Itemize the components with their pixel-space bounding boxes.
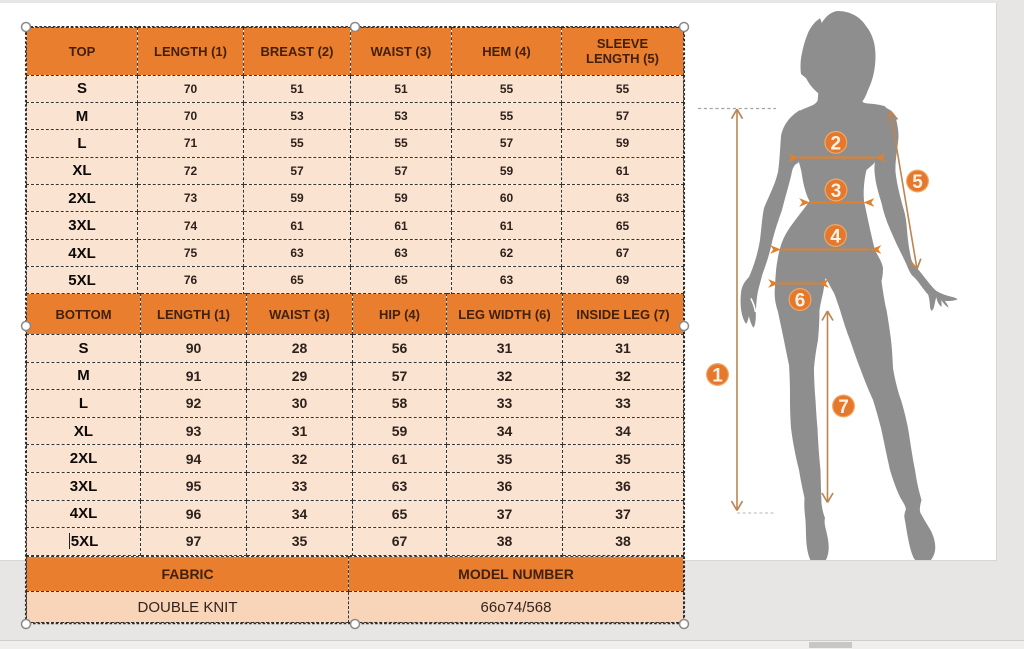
svg-text:3: 3 xyxy=(831,181,842,202)
svg-text:6: 6 xyxy=(795,290,806,311)
svg-text:5: 5 xyxy=(912,172,923,193)
svg-text:2: 2 xyxy=(831,133,842,154)
svg-text:4: 4 xyxy=(830,226,841,247)
svg-text:1: 1 xyxy=(712,365,723,386)
svg-text:7: 7 xyxy=(838,397,849,418)
